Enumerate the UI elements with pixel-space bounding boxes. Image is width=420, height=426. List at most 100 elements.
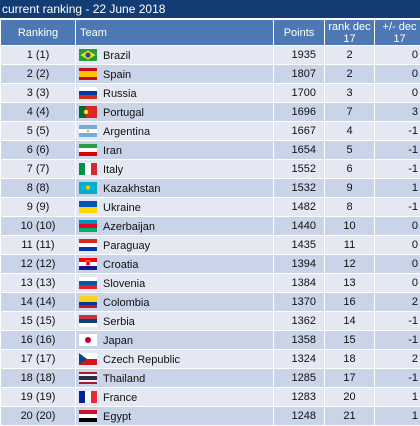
header-ranking[interactable]: Ranking [1, 20, 76, 46]
change-cell: -1 [375, 160, 420, 179]
ranking-cell: 16 (16) [1, 331, 76, 350]
team-cell: Paraguay [76, 236, 274, 255]
czech-flag-icon [79, 353, 97, 365]
ranking-cell: 3 (3) [1, 84, 76, 103]
ranking-cell: 19 (19) [1, 388, 76, 407]
team-cell: Brazil [76, 46, 274, 65]
points-cell: 1696 [274, 103, 325, 122]
rank-dec-cell: 9 [325, 179, 375, 198]
team-cell: Serbia [76, 312, 274, 331]
rank-dec-cell: 14 [325, 312, 375, 331]
change-cell: 3 [375, 103, 420, 122]
team-cell: Thailand [76, 369, 274, 388]
team-name-link[interactable]: Kazakhstan [103, 183, 160, 195]
team-cell: Italy [76, 160, 274, 179]
rank-dec-cell: 20 [325, 388, 375, 407]
ranking-cell: 14 (14) [1, 293, 76, 312]
team-name-link[interactable]: Argentina [103, 126, 150, 138]
rank-dec-cell: 17 [325, 369, 375, 388]
ranking-cell: 12 (12) [1, 255, 76, 274]
change-cell: -1 [375, 141, 420, 160]
team-cell: Colombia [76, 293, 274, 312]
ranking-cell: 1 (1) [1, 46, 76, 65]
team-name-link[interactable]: Colombia [103, 297, 149, 309]
team-name-link[interactable]: Czech Republic [103, 354, 180, 366]
team-name-link[interactable]: Spain [103, 69, 131, 81]
ranking-cell: 10 (10) [1, 217, 76, 236]
points-cell: 1384 [274, 274, 325, 293]
points-cell: 1285 [274, 369, 325, 388]
points-cell: 1358 [274, 331, 325, 350]
rank-dec-cell: 4 [325, 122, 375, 141]
points-cell: 1440 [274, 217, 325, 236]
rank-dec-cell: 21 [325, 407, 375, 426]
team-name-link[interactable]: Thailand [103, 373, 145, 385]
team-name-link[interactable]: Paraguay [103, 240, 150, 252]
team-cell: Ukraine [76, 198, 274, 217]
change-cell: 1 [375, 407, 420, 426]
team-cell: Kazakhstan [76, 179, 274, 198]
change-cell: -1 [375, 312, 420, 331]
ranking-cell: 18 (18) [1, 369, 76, 388]
slovenia-flag-icon [79, 277, 97, 289]
serbia-flag-icon [79, 315, 97, 327]
colombia-flag-icon [79, 296, 97, 308]
ranking-cell: 20 (20) [1, 407, 76, 426]
team-name-link[interactable]: France [103, 392, 137, 404]
ranking-cell: 11 (11) [1, 236, 76, 255]
points-cell: 1700 [274, 84, 325, 103]
team-name-link[interactable]: Japan [103, 335, 133, 347]
team-name-link[interactable]: Slovenia [103, 278, 145, 290]
points-cell: 1370 [274, 293, 325, 312]
team-name-link[interactable]: Iran [103, 145, 122, 157]
team-name-link[interactable]: Ukraine [103, 202, 141, 214]
team-name-link[interactable]: Italy [103, 164, 123, 176]
change-cell: 1 [375, 179, 420, 198]
change-cell: 2 [375, 293, 420, 312]
header-points[interactable]: Points [274, 20, 325, 46]
rank-dec-cell: 3 [325, 84, 375, 103]
team-name-link[interactable]: Croatia [103, 259, 138, 271]
points-cell: 1552 [274, 160, 325, 179]
rank-dec-cell: 2 [325, 46, 375, 65]
team-cell: Iran [76, 141, 274, 160]
rank-dec-cell: 5 [325, 141, 375, 160]
header-team[interactable]: Team [76, 20, 274, 46]
team-cell: Slovenia [76, 274, 274, 293]
team-name-link[interactable]: Portugal [103, 107, 144, 119]
page-title: current ranking - 22 June 2018 [0, 0, 420, 18]
ranking-cell: 4 (4) [1, 103, 76, 122]
team-cell: Portugal [76, 103, 274, 122]
team-cell: Egypt [76, 407, 274, 426]
header-rank-dec[interactable]: rank dec 17 [325, 20, 375, 46]
points-cell: 1248 [274, 407, 325, 426]
team-name-link[interactable]: Egypt [103, 411, 131, 423]
ranking-cell: 17 (17) [1, 350, 76, 369]
team-name-link[interactable]: Brazil [103, 50, 131, 62]
team-name-link[interactable]: Russia [103, 88, 137, 100]
change-cell: 0 [375, 255, 420, 274]
points-cell: 1394 [274, 255, 325, 274]
points-cell: 1532 [274, 179, 325, 198]
team-cell: Czech Republic [76, 350, 274, 369]
team-cell: Argentina [76, 122, 274, 141]
change-cell: 0 [375, 84, 420, 103]
croatia-flag-icon [79, 258, 97, 270]
rank-dec-cell: 16 [325, 293, 375, 312]
azerbaijan-flag-icon [79, 220, 97, 232]
team-name-link[interactable]: Serbia [103, 316, 135, 328]
france-flag-icon [79, 391, 97, 403]
header-change-dec[interactable]: +/- dec 17 [375, 20, 420, 46]
team-name-link[interactable]: Azerbaijan [103, 221, 155, 233]
